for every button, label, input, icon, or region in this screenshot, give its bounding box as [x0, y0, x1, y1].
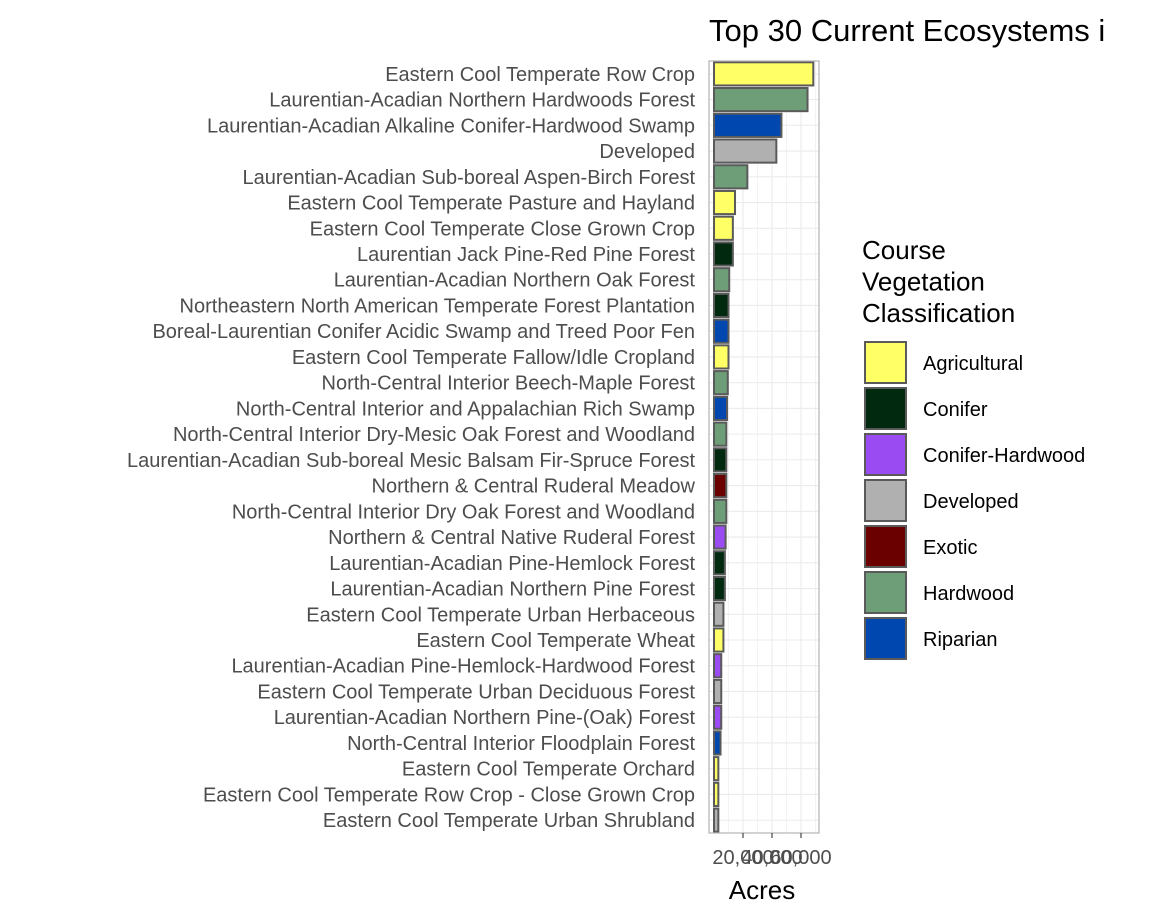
x-axis-title: Acres	[729, 875, 795, 905]
bar	[713, 241, 734, 267]
bar	[713, 730, 722, 756]
bar	[713, 627, 725, 653]
category-label: Eastern Cool Temperate Close Grown Crop	[310, 218, 695, 240]
bar	[713, 87, 809, 113]
bar	[713, 601, 725, 627]
bar	[713, 498, 728, 524]
category-label: Laurentian-Acadian Alkaline Conifer-Hard…	[207, 115, 695, 137]
legend-swatch	[864, 571, 907, 614]
category-labels: Eastern Cool Temperate Row Crop Laurentia…	[127, 64, 696, 832]
category-label: Eastern Cool Temperate Urban Herbaceous	[306, 604, 695, 626]
category-label: North-Central Interior Dry-Mesic Oak For…	[173, 424, 695, 446]
category-label: North-Central Interior Beech-Maple Fores…	[322, 373, 696, 395]
legend-label: Conifer	[923, 399, 988, 421]
category-label: Northeastern North American Temperate Fo…	[180, 295, 695, 317]
bar	[713, 215, 734, 241]
bar	[713, 447, 728, 473]
legend-swatch	[864, 387, 907, 430]
category-label: Laurentian-Acadian Northern Pine Forest	[330, 579, 695, 601]
category-label: Eastern Cool Temperate Row Crop	[385, 64, 695, 86]
legend-label: Agricultural	[923, 353, 1023, 375]
plot-border	[708, 60, 820, 834]
category-label: Eastern Cool Temperate Orchard	[402, 759, 695, 781]
legend-label: Exotic	[923, 537, 977, 559]
category-label: Eastern Cool Temperate Pasture and Hayla…	[287, 193, 695, 215]
bar	[713, 318, 730, 344]
legend-swatch	[864, 433, 907, 476]
category-label: Laurentian-Acadian Sub-boreal Aspen-Birc…	[243, 167, 696, 189]
bar	[713, 678, 723, 705]
legend-label: Developed	[923, 491, 1019, 513]
x-tick-label: 20,000	[712, 847, 773, 869]
legend-swatch	[864, 341, 907, 384]
category-label: Boreal-Laurentian Conifer Acidic Swamp a…	[152, 321, 695, 343]
bar	[713, 524, 727, 550]
category-label: Laurentian-Acadian Sub-boreal Mesic Bals…	[127, 450, 695, 472]
bar	[713, 653, 723, 679]
bar	[713, 473, 728, 499]
x-tick-label: 40,000	[741, 847, 802, 869]
bar	[713, 370, 729, 396]
category-label: Northern & Central Native Ruderal Forest	[328, 527, 695, 549]
category-label: Laurentian-Acadian Northern Oak Forest	[334, 270, 696, 292]
category-label: Laurentian-Acadian Pine-Hemlock Forest	[329, 553, 695, 575]
bar	[713, 292, 730, 319]
legend-title: Classification	[862, 298, 1015, 328]
x-tick-label: 60,000	[770, 847, 831, 869]
legend-swatch	[864, 617, 907, 660]
bar	[713, 138, 778, 164]
category-label: Eastern Cool Temperate Row Crop - Close …	[203, 784, 695, 806]
bar	[713, 112, 783, 138]
bar	[713, 756, 720, 782]
legend-title: Course	[862, 235, 946, 265]
bars	[713, 61, 815, 833]
legend-swatch	[864, 479, 907, 522]
bar	[713, 164, 749, 190]
category-label: Eastern Cool Temperate Urban Shrubland	[323, 810, 695, 832]
category-label: Eastern Cool Temperate Wheat	[416, 630, 695, 652]
bar	[713, 61, 815, 87]
legend-label: Hardwood	[923, 583, 1014, 605]
legend-label: Conifer-Hardwood	[923, 445, 1085, 467]
category-label: North-Central Interior Dry Oak Forest an…	[232, 501, 695, 523]
bar	[713, 807, 720, 833]
category-label: Laurentian Jack Pine-Red Pine Forest	[357, 244, 695, 266]
category-label: North-Central Interior Floodplain Forest	[347, 733, 695, 755]
bar	[713, 189, 737, 216]
bar	[713, 344, 730, 370]
category-label: Developed	[599, 141, 695, 163]
bar	[713, 421, 728, 447]
category-label: Eastern Cool Temperate Fallow/Idle Cropl…	[292, 347, 695, 369]
bar	[713, 395, 729, 421]
bar	[713, 550, 726, 576]
category-label: Eastern Cool Temperate Urban Deciduous F…	[257, 681, 695, 703]
category-label: Northern & Central Ruderal Meadow	[372, 476, 696, 498]
chart-title: Top 30 Current Ecosystems i	[709, 13, 1105, 48]
bar	[713, 781, 720, 807]
bar	[713, 575, 726, 602]
category-label: Laurentian-Acadian Northern Pine-(Oak) F…	[274, 707, 696, 729]
category-label: Laurentian-Acadian Northern Hardwoods Fo…	[269, 90, 695, 112]
category-label: Laurentian-Acadian Pine-Hemlock-Hardwood…	[231, 656, 695, 678]
category-label: North-Central Interior and Appalachian R…	[236, 398, 695, 420]
legend-swatch	[864, 525, 907, 568]
bar	[713, 267, 731, 293]
legend-title: Vegetation	[862, 267, 985, 297]
legend-label: Riparian	[923, 629, 997, 651]
bar	[713, 704, 723, 730]
